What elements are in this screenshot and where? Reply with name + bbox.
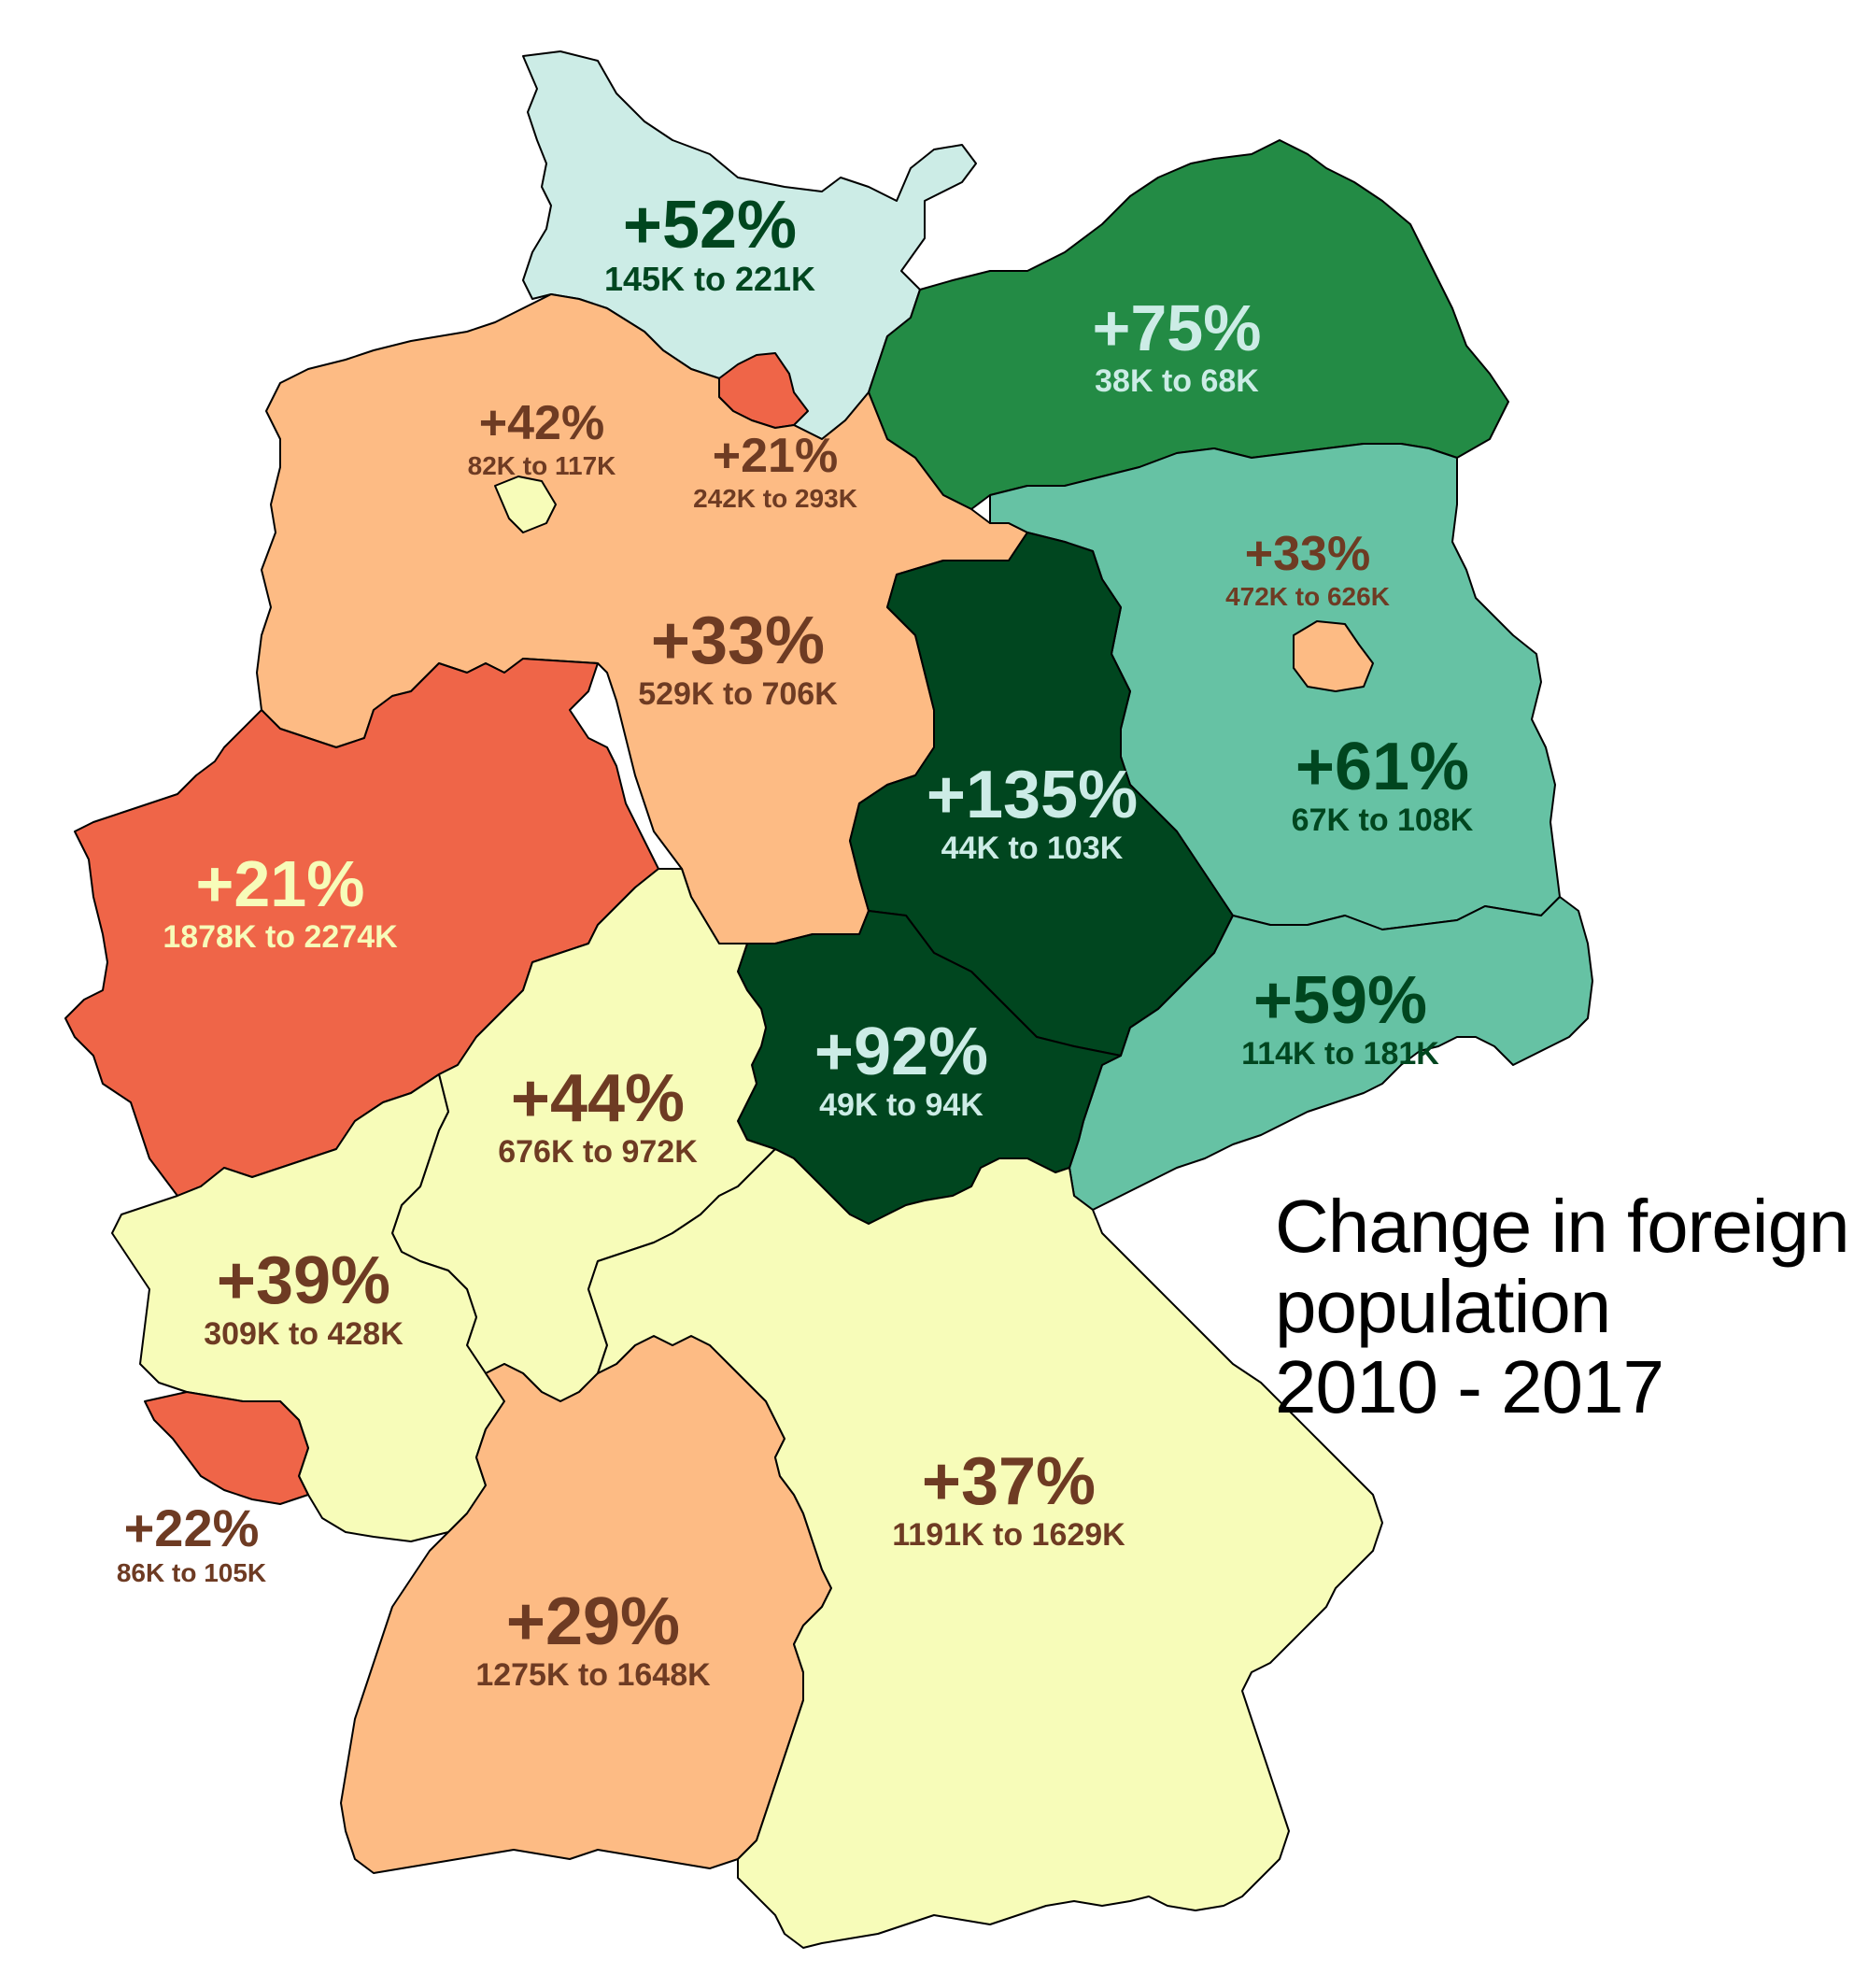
pct-label-bremen: +42% [479, 396, 604, 450]
range-label-saarland: 86K to 105K [117, 1558, 266, 1587]
range-label-hessen: 676K to 972K [498, 1134, 698, 1170]
region-bremen [494, 476, 557, 533]
pct-label-saarland: +22% [124, 1498, 260, 1557]
pct-label-baden-wuerttemberg: +29% [506, 1584, 680, 1659]
range-label-bayern: 1191K to 1629K [892, 1517, 1125, 1553]
pct-label-nordrhein-westfalen: +21% [196, 847, 365, 920]
range-label-mecklenburg-vorpommern: 38K to 68K [1095, 363, 1259, 399]
region-berlin [1293, 620, 1374, 692]
range-label-niedersachsen: 529K to 706K [638, 676, 838, 712]
pct-label-hessen: +44% [511, 1061, 685, 1136]
region-bayern [587, 1148, 1383, 1949]
title-line-1: Change in foreign [1275, 1185, 1850, 1268]
pct-label-thueringen: +92% [814, 1015, 988, 1089]
pct-label-bayern: +37% [922, 1444, 1096, 1519]
range-label-schleswig-holstein: 145K to 221K [604, 260, 815, 298]
pct-label-schleswig-holstein: +52% [623, 188, 797, 263]
range-label-hamburg: 242K to 293K [693, 484, 857, 513]
pct-label-berlin: +33% [1245, 527, 1370, 581]
pct-label-mecklenburg-vorpommern: +75% [1093, 291, 1262, 364]
pct-label-niedersachsen: +33% [651, 604, 825, 678]
range-label-baden-wuerttemberg: 1275K to 1648K [475, 1657, 711, 1693]
range-label-thueringen: 49K to 94K [819, 1087, 984, 1123]
range-label-sachsen: 114K to 181K [1241, 1036, 1439, 1072]
pct-label-brandenburg: +61% [1295, 730, 1469, 804]
pct-label-sachsen-anhalt: +135% [927, 758, 1138, 832]
region-sachsen [1068, 896, 1593, 1211]
pct-label-hamburg: +21% [713, 429, 838, 483]
map-title: Change in foreign population 2010 - 2017 [1275, 1185, 1850, 1428]
range-label-sachsen-anhalt: 44K to 103K [941, 831, 1124, 866]
region-saarland [144, 1391, 309, 1505]
range-label-nordrhein-westfalen: 1878K to 2274K [163, 919, 398, 955]
range-label-brandenburg: 67K to 108K [1292, 802, 1474, 838]
title-line-2: population [1275, 1265, 1611, 1348]
range-label-berlin: 472K to 626K [1225, 582, 1390, 611]
title-line-3: 2010 - 2017 [1275, 1345, 1664, 1428]
pct-label-sachsen: +59% [1253, 963, 1427, 1038]
range-label-bremen: 82K to 117K [468, 451, 616, 480]
range-label-rheinland-pfalz: 309K to 428K [204, 1316, 403, 1352]
pct-label-rheinland-pfalz: +39% [217, 1243, 390, 1318]
